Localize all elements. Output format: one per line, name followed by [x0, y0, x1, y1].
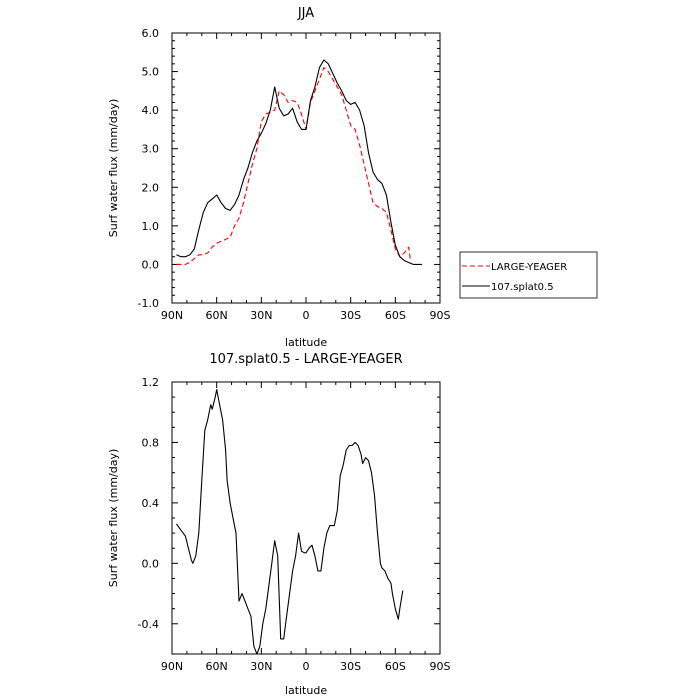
y-tick-label: -1.0: [138, 297, 159, 310]
x-tick-label: 60S: [385, 660, 406, 673]
series-line-107-splat0-5: [176, 59, 423, 265]
panel-top-ticks: 90N 60N 30N 0 30S 60S 90S -1.0 0.0 1.0 2.0 3.0 4.0 5.…: [138, 27, 451, 322]
panel-top-xlabel: latitude: [285, 336, 327, 349]
x-tick-label: 0: [303, 660, 310, 673]
panel-bottom-series: [176, 389, 404, 655]
x-tick-label: 60N: [206, 660, 228, 673]
y-tick-label: 0.8: [142, 436, 160, 449]
y-tick-label: 5.0: [142, 66, 160, 79]
x-tick-label: 90S: [430, 660, 451, 673]
panel-bottom: 107.splat0.5 - LARGE-YEAGER 90N 60N 30N 0 30…: [107, 352, 451, 697]
x-tick-label: 0: [303, 309, 310, 322]
panel-top-ylabel: Surf water flux (mm/day): [107, 99, 120, 238]
x-tick-label: 90N: [161, 309, 183, 322]
legend: LARGE-YEAGER 107.splat0.5: [459, 251, 598, 299]
y-tick-label: 6.0: [142, 27, 160, 40]
panel-bottom-ticks: 90N 60N 30N 0 30S 60S 90S -0.4 0.0 0.4 0.8 1.2: [138, 376, 451, 673]
x-tick-label: 60N: [206, 309, 228, 322]
x-tick-label: 90N: [161, 660, 183, 673]
panel-bottom-frame: [171, 381, 441, 655]
series-line-large-yeager: [176, 67, 411, 265]
panel-bottom-title: 107.splat0.5 - LARGE-YEAGER: [209, 352, 402, 367]
x-tick-label: 90S: [430, 309, 451, 322]
panel-top-frame: [171, 32, 441, 304]
y-tick-label: 2.0: [142, 181, 160, 194]
panel-bottom-xlabel: latitude: [285, 684, 327, 697]
x-tick-label: 30S: [340, 660, 361, 673]
panel-top-title: JJA: [297, 6, 314, 21]
y-tick-label: 0.0: [142, 557, 160, 570]
y-tick-label: 4.0: [142, 104, 160, 117]
legend-label-large-yeager: LARGE-YEAGER: [491, 262, 567, 273]
y-tick-label: -0.4: [138, 618, 159, 631]
y-tick-label: 0.4: [142, 497, 160, 510]
y-tick-label: 1.2: [142, 376, 160, 389]
y-tick-label: 0.0: [142, 258, 160, 271]
panel-top-series: [176, 59, 423, 265]
legend-box: [459, 251, 598, 299]
panel-bottom-ylabel: Surf water flux (mm/day): [107, 449, 120, 588]
x-tick-label: 30N: [250, 309, 272, 322]
y-tick-label: 1.0: [142, 220, 160, 233]
x-tick-label: 60S: [385, 309, 406, 322]
series-line-difference: [176, 389, 404, 655]
y-tick-label: 3.0: [142, 143, 160, 156]
x-tick-label: 30N: [250, 660, 272, 673]
panel-top: JJA 90N 60N 30N 0 30S 60S 90S -1.0 0.0 1.0 2.0 3.0 4…: [107, 6, 598, 349]
x-tick-label: 30S: [340, 309, 361, 322]
legend-label-splat: 107.splat0.5: [491, 282, 554, 293]
